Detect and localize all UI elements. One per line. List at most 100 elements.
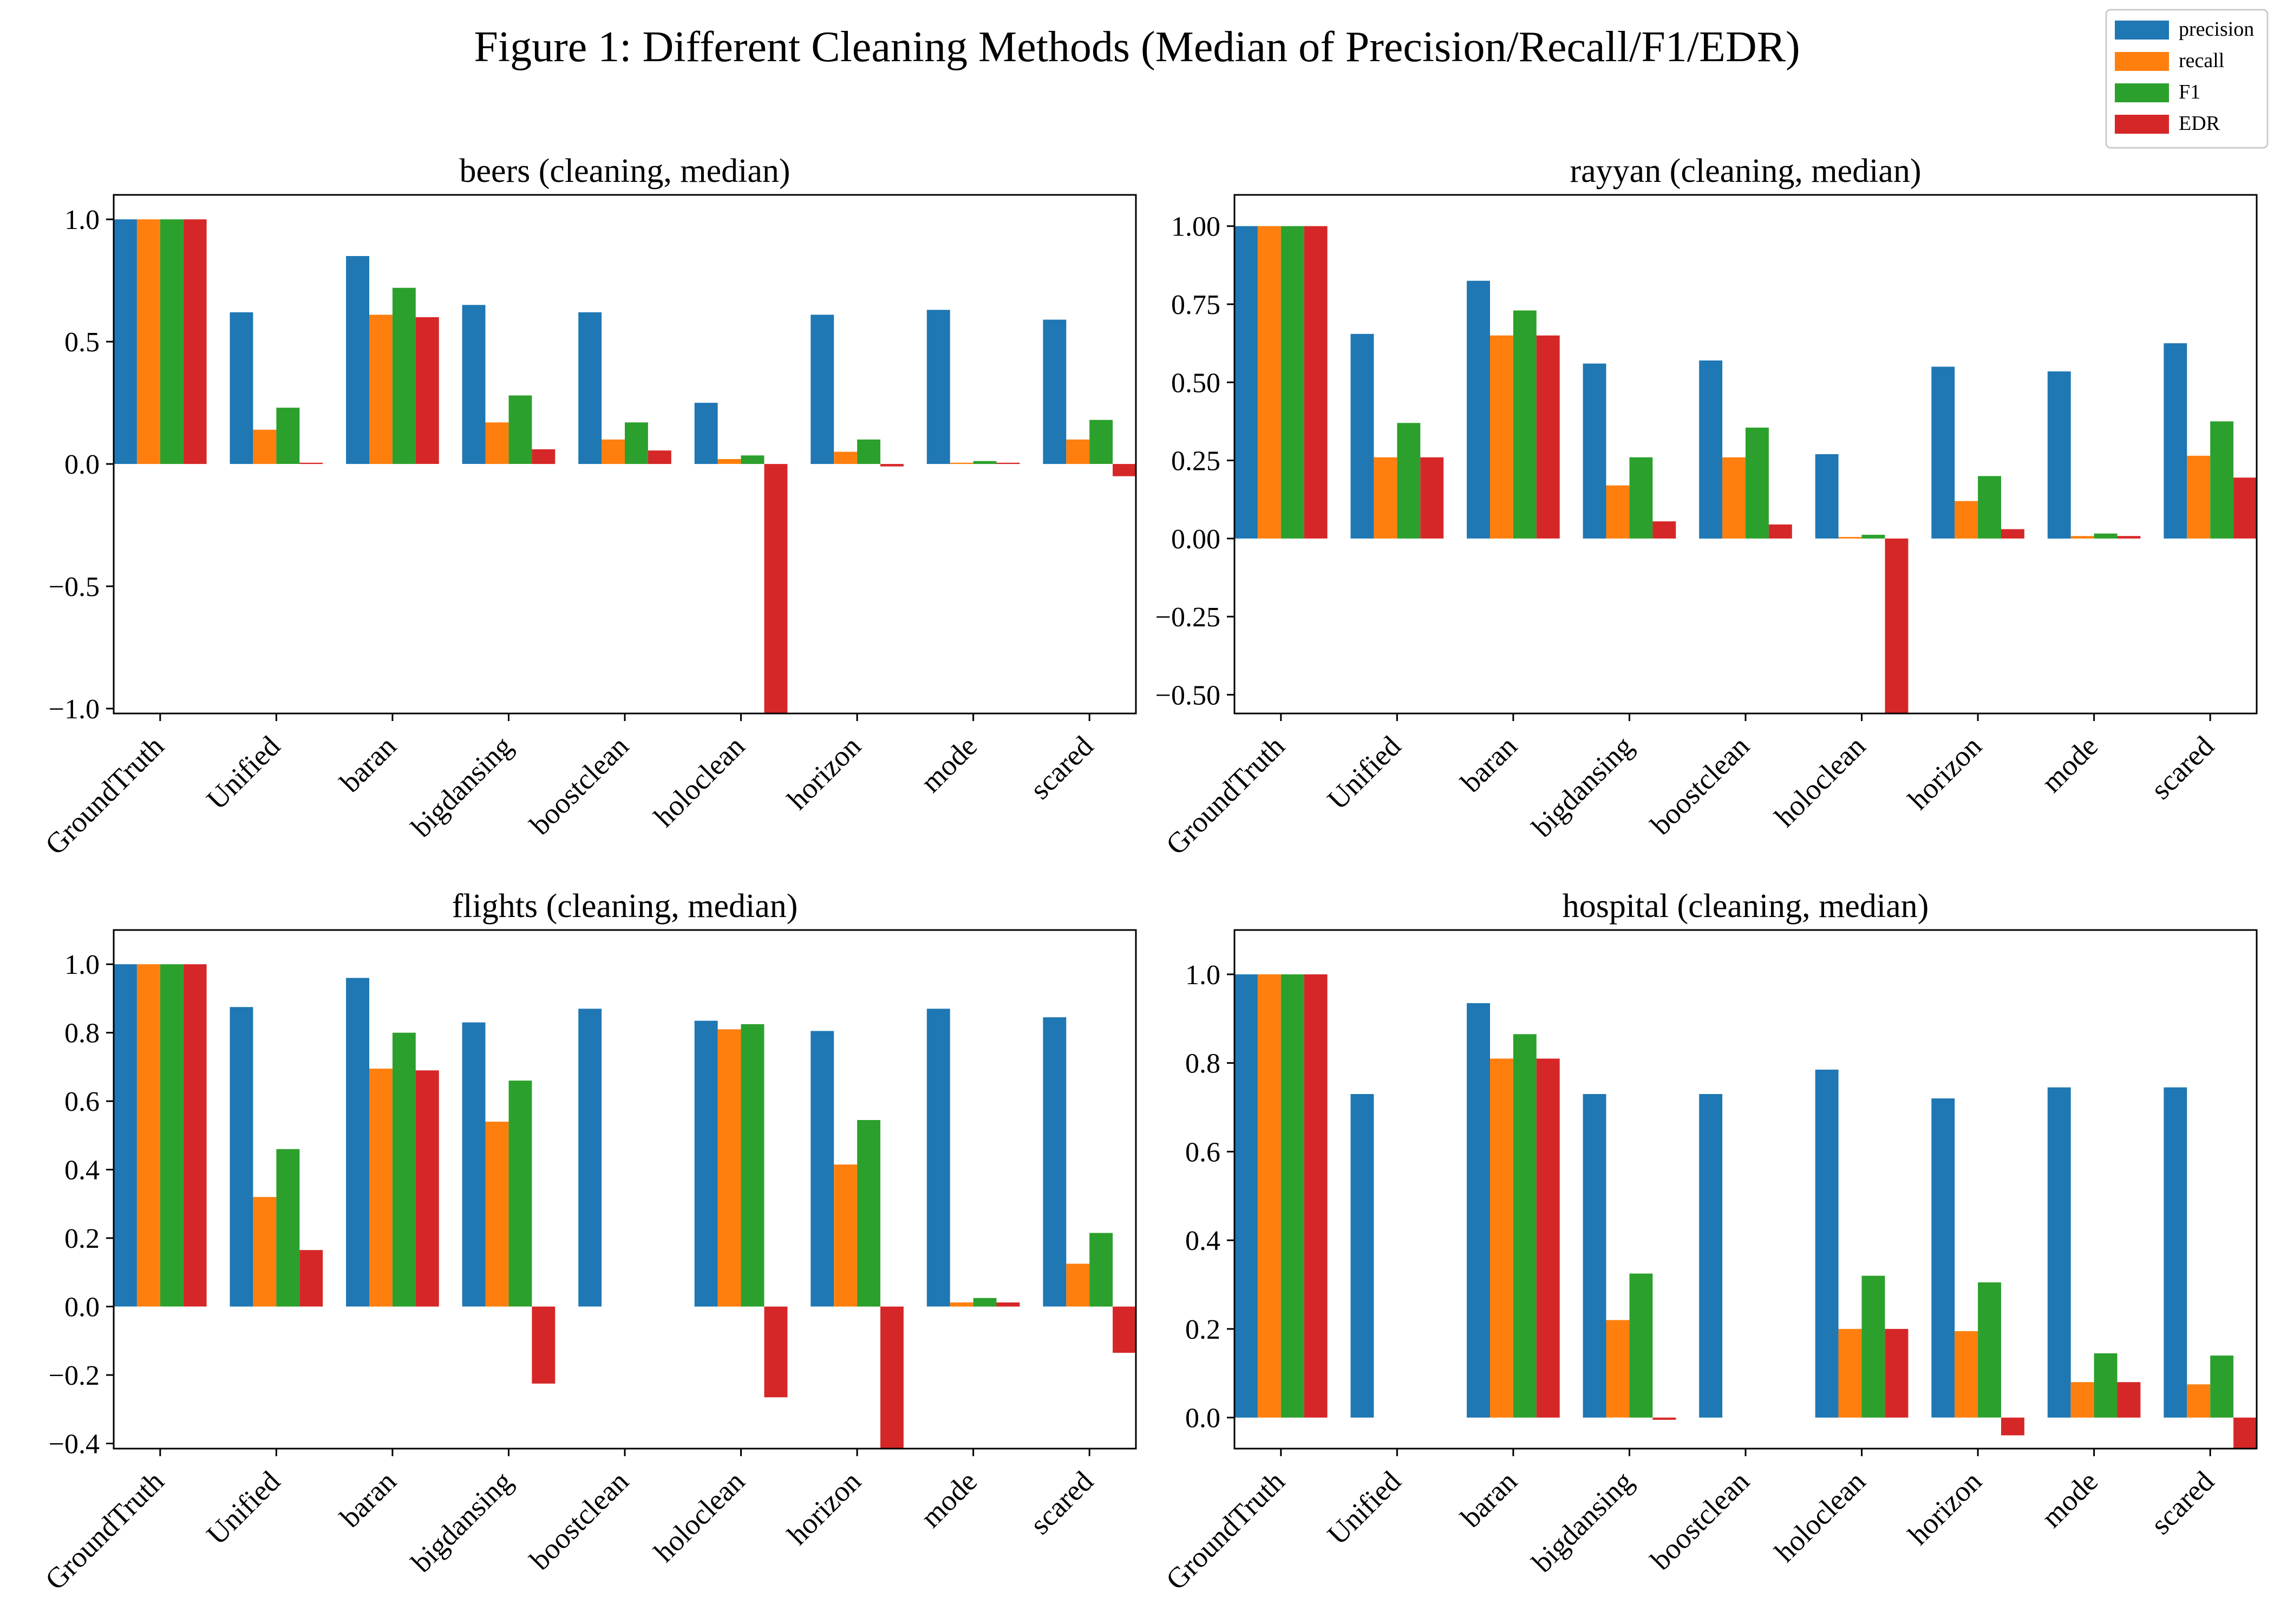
bar-flights-mode-recall [950, 1302, 973, 1307]
bar-beers-baran-edr [415, 317, 439, 464]
bar-rayyan-holoclean-precision [1815, 454, 1839, 539]
subplot-title-rayyan: rayyan (cleaning, median) [1570, 153, 1922, 189]
bar-hospital-groundtruth-f1 [1280, 974, 1304, 1418]
bar-hospital-bigdansing-f1 [1629, 1273, 1653, 1418]
bar-hospital-baran-precision [1467, 1003, 1490, 1418]
bar-beers-baran-recall [369, 315, 393, 464]
bar-hospital-holoclean-precision [1815, 1069, 1839, 1418]
ytick-label-rayyan: 0.50 [1171, 368, 1220, 398]
bar-rayyan-holoclean-f1 [1861, 534, 1885, 539]
ytick-label-hospital: 0.6 [1185, 1137, 1220, 1168]
bar-flights-horizon-recall [834, 1164, 858, 1307]
figure-title: Figure 1: Different Cleaning Methods (Me… [474, 23, 1800, 71]
bar-rayyan-horizon-precision [1931, 366, 1955, 539]
bar-flights-baran-f1 [392, 1032, 416, 1307]
bar-hospital-groundtruth-edr [1304, 974, 1328, 1418]
bar-flights-mode-edr [996, 1302, 1020, 1307]
legend-swatch-edr [2115, 115, 2169, 134]
bar-flights-horizon-precision [811, 1031, 834, 1307]
legend-label-precision: precision [2179, 18, 2254, 41]
bar-hospital-horizon-edr [2001, 1417, 2024, 1436]
bar-hospital-groundtruth-recall [1257, 974, 1281, 1418]
ytick-label-hospital: 0.0 [1185, 1403, 1220, 1434]
bar-rayyan-groundtruth-precision [1234, 226, 1258, 539]
bar-hospital-scared-precision [2164, 1087, 2187, 1418]
bar-flights-holoclean-edr [764, 1306, 788, 1398]
bar-flights-groundtruth-recall [136, 964, 160, 1307]
bar-beers-boostclean-f1 [625, 422, 648, 464]
legend-frame [2105, 9, 2269, 149]
bar-rayyan-holoclean-edr [1885, 538, 1909, 713]
ytick-label-flights: 0.0 [64, 1292, 100, 1323]
bar-beers-groundtruth-f1 [160, 219, 184, 464]
bar-beers-horizon-precision [811, 315, 834, 464]
bar-hospital-horizon-recall [1955, 1331, 1978, 1418]
bar-beers-groundtruth-recall [136, 219, 160, 464]
ytick-label-rayyan: 0.25 [1171, 446, 1220, 477]
ytick-label-flights: 0.6 [64, 1086, 100, 1117]
bar-flights-mode-f1 [973, 1298, 997, 1307]
bar-beers-unified-f1 [276, 408, 300, 464]
bar-rayyan-groundtruth-edr [1304, 226, 1328, 539]
bar-flights-baran-recall [369, 1069, 393, 1307]
bar-hospital-horizon-f1 [1978, 1282, 2001, 1418]
bar-rayyan-scared-precision [2164, 343, 2187, 539]
legend-swatch-precision [2115, 21, 2169, 40]
bar-rayyan-baran-edr [1536, 335, 1560, 539]
bar-hospital-bigdansing-edr [1652, 1417, 1676, 1420]
bar-rayyan-baran-precision [1467, 280, 1490, 539]
bar-hospital-scared-recall [2187, 1384, 2211, 1418]
legend-label-recall: recall [2179, 49, 2224, 72]
bar-rayyan-mode-precision [2047, 371, 2071, 539]
bar-rayyan-baran-recall [1490, 335, 1513, 539]
legend: precision recall F1 EDR [2105, 9, 2269, 149]
bar-flights-scared-recall [1066, 1263, 1090, 1307]
bar-hospital-holoclean-edr [1885, 1328, 1909, 1418]
bar-flights-bigdansing-precision [462, 1022, 486, 1307]
ytick-label-rayyan: 1.00 [1171, 212, 1220, 243]
ytick-label-hospital: 1.0 [1185, 960, 1220, 991]
bar-flights-holoclean-f1 [741, 1024, 764, 1307]
bar-hospital-unified-precision [1350, 1094, 1374, 1418]
ytick-label-flights: 1.0 [64, 949, 100, 980]
ytick-label-rayyan: −0.25 [1155, 602, 1220, 633]
bar-flights-bigdansing-edr [532, 1306, 556, 1384]
bar-beers-scared-recall [1066, 439, 1090, 464]
bar-flights-bigdansing-recall [485, 1122, 509, 1307]
bar-hospital-horizon-precision [1931, 1098, 1955, 1418]
bar-hospital-baran-edr [1536, 1058, 1560, 1418]
bar-hospital-mode-edr [2117, 1382, 2141, 1418]
bar-flights-unified-f1 [276, 1149, 300, 1307]
bar-beers-bigdansing-precision [462, 305, 486, 464]
bar-flights-boostclean-precision [578, 1009, 602, 1307]
bar-beers-holoclean-f1 [741, 455, 764, 464]
bar-hospital-mode-recall [2070, 1382, 2094, 1418]
bar-rayyan-bigdansing-edr [1652, 521, 1676, 539]
bar-flights-baran-edr [415, 1070, 439, 1307]
bar-hospital-baran-f1 [1513, 1034, 1537, 1418]
bar-rayyan-horizon-edr [2001, 529, 2024, 539]
bar-beers-boostclean-recall [602, 439, 625, 464]
bar-hospital-holoclean-f1 [1861, 1275, 1885, 1418]
bar-beers-mode-edr [996, 462, 1020, 464]
bar-hospital-bigdansing-precision [1583, 1094, 1606, 1418]
bar-flights-unified-recall [253, 1197, 277, 1307]
panel-flights: flights (cleaning, median) −0.4 −0.2 0.0 0.2… [39, 888, 1137, 1596]
bar-rayyan-mode-f1 [2094, 533, 2118, 539]
bar-rayyan-bigdansing-recall [1606, 485, 1630, 539]
bar-hospital-groundtruth-precision [1234, 974, 1258, 1418]
ytick-label-beers: −1.0 [49, 694, 100, 725]
bar-rayyan-horizon-f1 [1978, 476, 2001, 539]
bar-beers-mode-recall [950, 462, 973, 464]
ytick-label-rayyan: 0.75 [1171, 290, 1220, 320]
bar-beers-unified-edr [299, 462, 323, 464]
bar-beers-boostclean-precision [578, 312, 602, 464]
bar-rayyan-holoclean-recall [1838, 536, 1862, 539]
ytick-label-beers: 0.5 [64, 327, 100, 358]
bar-rayyan-bigdansing-precision [1583, 363, 1606, 539]
legend-label-edr: EDR [2179, 112, 2220, 135]
bar-flights-groundtruth-edr [183, 964, 207, 1307]
ytick-label-flights: 0.4 [64, 1155, 100, 1186]
bar-beers-bigdansing-edr [532, 449, 556, 464]
bar-rayyan-bigdansing-f1 [1629, 457, 1653, 539]
